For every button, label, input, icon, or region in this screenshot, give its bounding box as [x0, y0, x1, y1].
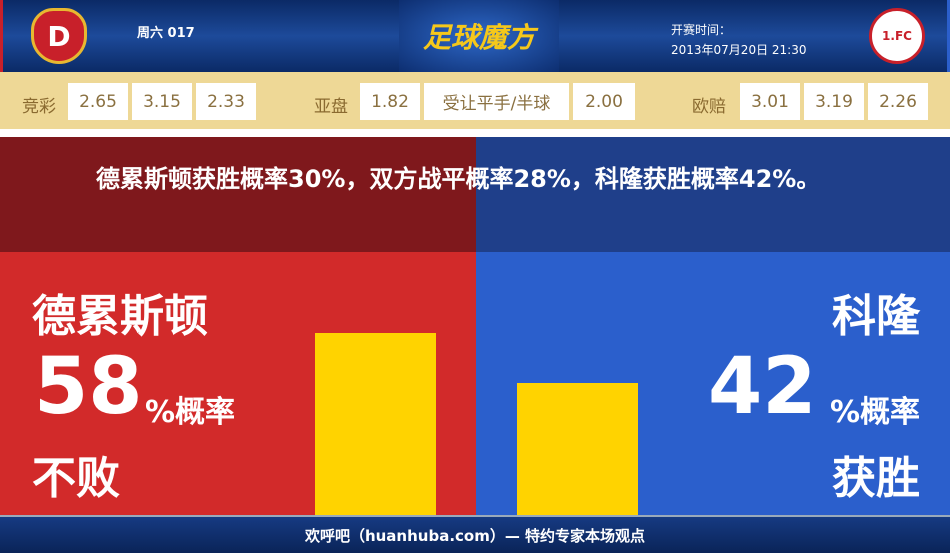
home-outcome: 不败 — [32, 453, 120, 504]
handicap: 受让平手/半球 — [424, 83, 569, 120]
home-team-logo: D — [31, 8, 87, 64]
brand-logo: 足球魔方 — [399, 0, 559, 72]
odds-value: 2.00 — [573, 83, 635, 120]
odds-value: 2.26 — [868, 83, 928, 120]
match-number: 周六 017 — [137, 26, 195, 41]
home-team-name: 德累斯顿 — [32, 291, 208, 342]
home-probability-bar — [315, 332, 436, 515]
kickoff: 开赛时间： 2013年07月20日 21:30 — [671, 20, 806, 60]
odds-value: 2.65 — [68, 83, 128, 120]
odds-value: 3.19 — [804, 83, 864, 120]
euro-label: 欧赔 — [692, 97, 726, 117]
away-team-name: 科隆 — [832, 291, 920, 342]
odds-value: 3.01 — [740, 83, 800, 120]
away-pct: 42 — [708, 342, 817, 432]
kickoff-label: 开赛时间： — [671, 23, 732, 37]
away-outcome: 获胜 — [832, 453, 920, 504]
kickoff-time: 2013年07月20日 21:30 — [671, 43, 807, 57]
asian-label: 亚盘 — [314, 97, 348, 117]
home-panel: 德累斯顿 58 %概率 不败 — [0, 252, 476, 515]
summary-text: 德累斯顿获胜概率30%，双方战平概率28%，科隆获胜概率42%。 — [96, 165, 821, 193]
footer: 欢呼吧（huanhuba.com）— 特约专家本场观点 — [0, 515, 950, 553]
home-pct: 58 — [34, 342, 143, 432]
jingcai-label: 竞彩 — [22, 97, 56, 117]
match-header: D 周六 017 足球魔方 开赛时间： 2013年07月20日 21:30 1.… — [0, 0, 950, 72]
home-pct-unit: %概率 — [145, 395, 236, 430]
prediction-panel: 德累斯顿获胜概率30%，双方战平概率28%，科隆获胜概率42%。 德累斯顿 58… — [0, 137, 950, 515]
away-team-logo: 1.FC — [869, 8, 925, 64]
away-panel: 科隆 42 %概率 获胜 — [476, 252, 950, 515]
odds-value: 3.15 — [132, 83, 192, 120]
odds-value: 1.82 — [360, 83, 420, 120]
away-pct-unit: %概率 — [829, 395, 920, 430]
odds-value: 2.33 — [196, 83, 256, 120]
odds-bar: 竞彩 2.65 3.15 2.33 亚盘 1.82 受让平手/半球 2.00 欧… — [0, 72, 950, 133]
away-probability-bar — [517, 383, 638, 515]
